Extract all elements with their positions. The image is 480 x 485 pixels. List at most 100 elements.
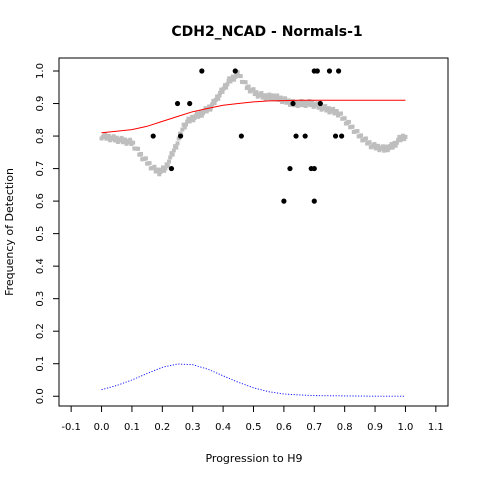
smoothed-frequency-point (299, 99, 304, 104)
data-point (302, 133, 308, 139)
data-point (326, 68, 333, 74)
smoothed-frequency-point (165, 163, 170, 168)
x-tick-label: 0.3 (185, 422, 201, 433)
smoothed-frequency-point (401, 133, 406, 138)
data-point (293, 133, 299, 139)
smoothed-frequency-point (204, 109, 209, 114)
smoothed-frequency-point (307, 99, 312, 104)
data-point (168, 165, 175, 172)
smoothed-frequency-point (267, 92, 272, 97)
smoothed-frequency-point (162, 168, 167, 173)
data-point (332, 133, 339, 139)
smoothed-frequency-point (246, 84, 251, 89)
smoothed-frequency-point (233, 75, 238, 80)
smoothed-frequency-point (331, 106, 336, 111)
x-tick-label: 0.6 (276, 422, 292, 433)
smoothed-frequency-point (372, 142, 377, 147)
data-point (339, 133, 345, 139)
smoothed-frequency-point (103, 132, 108, 137)
x-axis-label: Progression to H9 (205, 452, 302, 465)
smoothed-frequency-point (403, 134, 408, 139)
data-point (317, 100, 323, 107)
smoothed-frequency-point (216, 96, 221, 101)
smoothed-frequency-point (221, 86, 226, 91)
smoothed-frequency-point (251, 87, 256, 92)
x-tick-label: 1.0 (398, 422, 414, 433)
smoothed-frequency-point (201, 111, 206, 116)
smoothed-frequency-point (402, 137, 407, 142)
y-tick-label: 0.9 (35, 96, 46, 112)
x-tick-label: 0.4 (215, 422, 231, 433)
data-point (314, 68, 320, 74)
smoothed-frequency-point (139, 151, 144, 156)
smoothed-frequency-point (213, 97, 218, 102)
smoothed-frequency-point (190, 114, 195, 119)
smoothed-frequency-point (174, 145, 179, 150)
smoothed-frequency-point (187, 119, 192, 124)
smoothed-frequency-point (391, 143, 396, 148)
plot-area: -0.1 0.0 0.1 0.2 0.3 0.4 0.5 0.6 0.7 0.8 0.9 1.0 1.1… (35, 57, 449, 433)
smoothed-frequency-point (275, 93, 280, 98)
smoothed-frequency-point (397, 134, 402, 139)
smoothed-frequency-point (350, 124, 355, 129)
y-tick-label: 0.3 (35, 291, 46, 307)
smoothed-frequency-point (359, 133, 364, 138)
smoothed-frequency-point (181, 122, 186, 127)
y-tick-label: 0.8 (35, 128, 46, 144)
smoothed-frequency-point (334, 109, 339, 114)
smoothed-frequency-point (156, 167, 161, 172)
fitted-curve-line (101, 99, 406, 134)
smoothed-frequency-point (185, 119, 190, 124)
y-tick-label: 0.6 (35, 193, 46, 209)
smoothed-frequency-point (294, 99, 299, 104)
x-tick-label: 0.7 (306, 422, 322, 433)
smoothed-frequency-point (188, 117, 193, 122)
smoothed-frequency-point (219, 87, 224, 92)
data-point (238, 133, 244, 139)
smoothed-frequency-point (143, 156, 148, 161)
y-tick-label: 0.4 (35, 258, 46, 274)
x-tick-label: 0.2 (154, 422, 170, 433)
smoothed-frequency-point (254, 90, 259, 95)
smoothed-frequency-point (167, 159, 172, 164)
smoothed-frequency-point (394, 140, 399, 145)
smoothed-frequency-point (278, 95, 283, 100)
smoothed-frequency-point (220, 89, 225, 94)
x-tick-label: 0.8 (337, 422, 353, 433)
data-point (177, 133, 184, 139)
smoothed-frequency-point (158, 169, 163, 174)
smoothed-frequency-point (171, 148, 176, 153)
smoothed-frequency-point (235, 70, 240, 75)
smoothed-frequency-point (176, 136, 181, 141)
smoothed-frequency-point (396, 137, 401, 142)
smoothed-frequency-point (147, 161, 152, 166)
smoothed-frequency-point (128, 137, 133, 142)
smoothed-frequency-point (212, 101, 217, 106)
data-point (287, 165, 293, 172)
smoothed-frequency-point (380, 144, 385, 149)
smoothed-frequency-point (230, 74, 235, 79)
density-curve-line (101, 363, 406, 397)
smoothed-frequency-point (238, 74, 243, 79)
smoothed-frequency-point (186, 116, 191, 121)
smoothed-frequency-point (227, 76, 232, 81)
data-point (281, 198, 287, 204)
smoothed-frequency-point (315, 101, 320, 106)
x-tick-label: 0.5 (246, 422, 262, 433)
smoothed-frequency-point (310, 100, 315, 105)
smoothed-frequency-point (198, 110, 203, 115)
smoothed-frequency-point (399, 136, 404, 141)
y-tick-label: 0.7 (35, 161, 46, 177)
smoothed-frequency-point (326, 106, 331, 111)
smoothed-frequency-point (194, 111, 199, 116)
smoothed-frequency-point (163, 166, 168, 171)
y-tick-label: 1.0 (35, 63, 46, 79)
y-tick-label: 0.2 (35, 323, 46, 339)
smoothed-frequency-point (355, 129, 360, 134)
smoothed-frequency-point (339, 111, 344, 116)
data-point (311, 165, 317, 172)
smoothed-frequency-point (323, 104, 328, 109)
smoothed-frequency-point (302, 99, 307, 104)
